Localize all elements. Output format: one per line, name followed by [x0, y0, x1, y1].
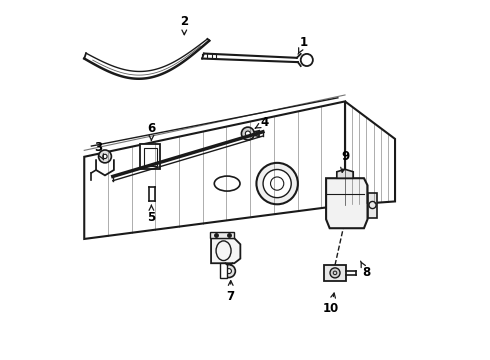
Text: 8: 8	[361, 261, 370, 279]
Polygon shape	[140, 144, 160, 169]
Polygon shape	[368, 193, 377, 217]
Text: 7: 7	[227, 281, 235, 303]
Polygon shape	[211, 238, 241, 263]
Circle shape	[226, 269, 231, 274]
Polygon shape	[326, 178, 368, 228]
Circle shape	[98, 150, 111, 163]
Text: 6: 6	[147, 122, 155, 140]
Circle shape	[301, 54, 313, 66]
Circle shape	[245, 131, 250, 136]
Text: 10: 10	[322, 293, 339, 315]
Circle shape	[103, 154, 107, 158]
Circle shape	[330, 268, 340, 278]
Text: 4: 4	[255, 116, 269, 129]
Polygon shape	[337, 169, 353, 178]
Circle shape	[256, 163, 298, 204]
Text: 2: 2	[180, 14, 188, 35]
Text: 3: 3	[94, 141, 103, 160]
Text: 5: 5	[147, 205, 155, 224]
Circle shape	[263, 170, 291, 198]
Polygon shape	[323, 265, 346, 281]
Circle shape	[222, 265, 235, 278]
Text: 1: 1	[298, 36, 308, 54]
Circle shape	[242, 127, 254, 140]
Polygon shape	[220, 263, 227, 278]
Text: 9: 9	[341, 150, 349, 172]
Polygon shape	[210, 232, 234, 238]
